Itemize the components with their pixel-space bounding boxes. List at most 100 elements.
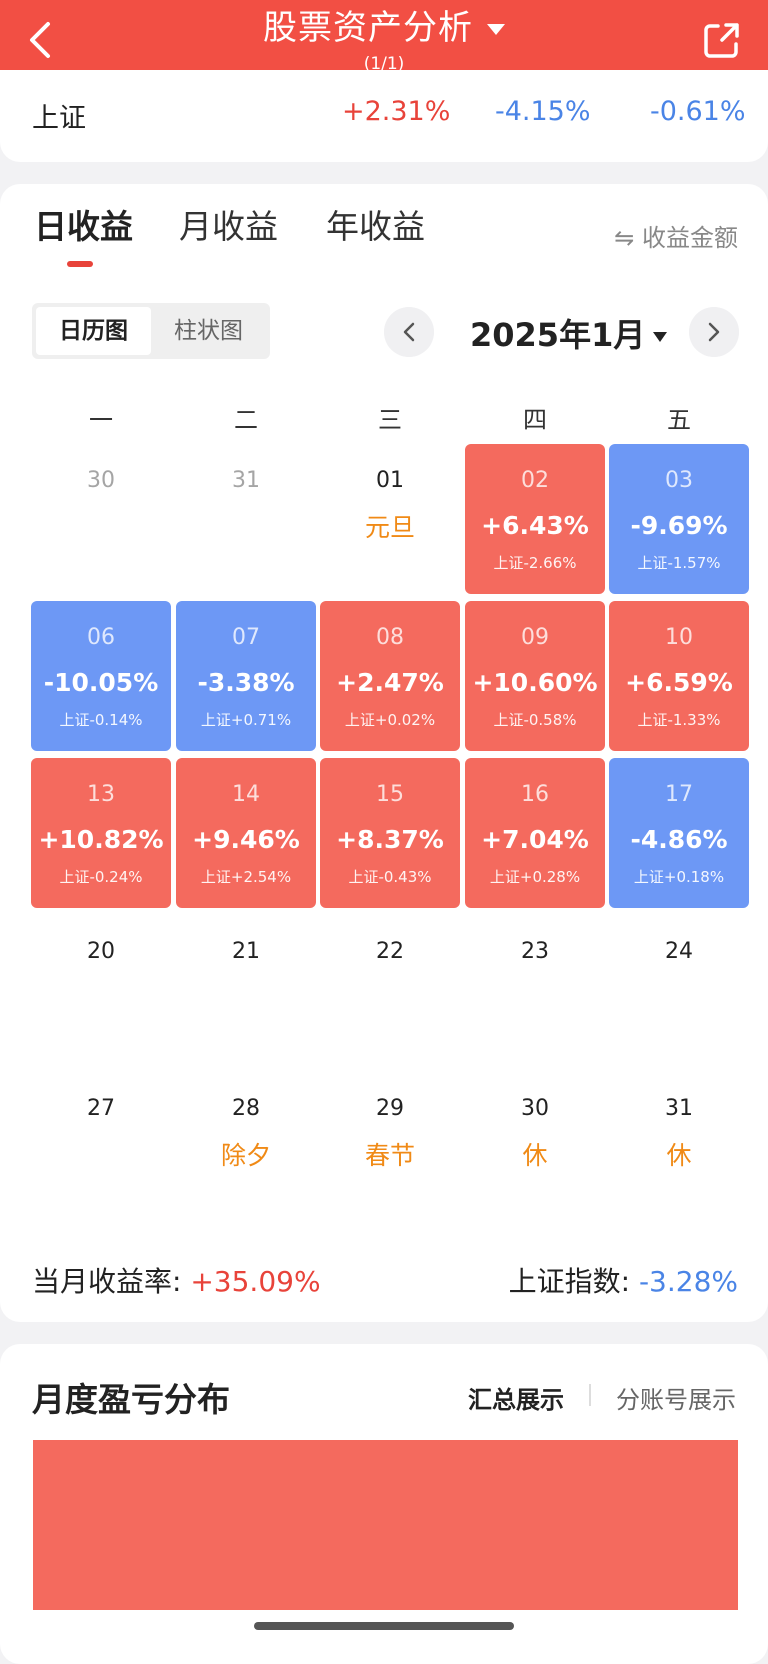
calendar-day-cell[interactable]: 13 +10.82% 上证-0.24% [31, 758, 171, 908]
calendar-day-cell[interactable]: 24 [609, 915, 749, 1065]
calendar-day-cell[interactable]: 16 +7.04% 上证+0.28% [465, 758, 605, 908]
holiday-label: 除夕 [220, 1141, 271, 1170]
day-number: 23 [521, 939, 549, 964]
tab-daily[interactable]: 日收益 [34, 207, 133, 246]
index-value-1: +2.31% [342, 96, 451, 127]
monthly-return-label: 当月收益率: [32, 1265, 182, 1298]
calendar-day-cell[interactable]: 09 +10.60% 上证-0.58% [465, 601, 605, 751]
daily-return: -10.05% [43, 668, 159, 697]
monthly-return-summary: 当月收益率: +35.09% [32, 1260, 321, 1300]
index-change: 上证+0.71% [200, 711, 292, 729]
day-number: 24 [665, 939, 693, 964]
per-account-view-option[interactable]: 分账号展示 [616, 1386, 736, 1414]
holiday-label: 元旦 [364, 513, 415, 542]
calendar-day-cell[interactable]: 27 [31, 1072, 171, 1222]
chevron-down-icon [487, 24, 505, 35]
calendar-day-cell[interactable]: 30 [31, 444, 171, 594]
next-month-button[interactable] [689, 307, 739, 357]
day-number: 16 [521, 782, 549, 807]
calendar-day-cell[interactable]: 10 +6.59% 上证-1.33% [609, 601, 749, 751]
daily-return: -9.69% [630, 511, 728, 540]
day-number: 01 [376, 468, 404, 493]
share-icon[interactable] [702, 20, 742, 60]
daily-return: +10.60% [472, 668, 598, 697]
caret-down-icon [653, 332, 668, 342]
daily-return: +6.43% [481, 511, 589, 540]
index-change: 上证-0.14% [59, 711, 143, 729]
calendar-day-cell[interactable]: 23 [465, 915, 605, 1065]
day-number: 13 [87, 782, 115, 807]
holiday-label: 春节 [364, 1141, 415, 1170]
bar-view-option[interactable]: 柱状图 [174, 318, 243, 344]
day-number: 21 [232, 939, 260, 964]
calendar-day-cell[interactable]: 17 -4.86% 上证+0.18% [609, 758, 749, 908]
calendar-day-cell[interactable]: 15 +8.37% 上证-0.43% [320, 758, 460, 908]
page-title-dropdown[interactable]: 股票资产分析 [0, 6, 768, 50]
amount-toggle[interactable]: ⇋ 收益金额 [614, 224, 738, 252]
calendar-view-option[interactable]: 日历图 [36, 307, 151, 355]
calendar-day-cell[interactable]: 22 [320, 915, 460, 1065]
aggregate-view-option[interactable]: 汇总展示 [468, 1386, 564, 1414]
index-change: 上证-1.57% [637, 554, 721, 572]
index-value-2: -4.15% [495, 96, 591, 127]
back-arrow-icon[interactable] [22, 18, 62, 62]
weekday-header: 五 [667, 406, 691, 434]
day-number: 14 [232, 782, 260, 807]
active-tab-indicator [67, 261, 93, 267]
daily-return: +2.47% [336, 668, 444, 697]
page-title: 股票资产分析 [263, 8, 473, 48]
daily-return: -4.86% [630, 825, 728, 854]
day-number: 27 [87, 1096, 115, 1121]
monthly-return-value: +35.09% [190, 1265, 321, 1298]
calendar-day-cell[interactable]: 03 -9.69% 上证-1.57% [609, 444, 749, 594]
calendar-day-cell[interactable]: 30 休 [465, 1072, 605, 1222]
calendar-day-cell[interactable]: 20 [31, 915, 171, 1065]
index-change: 上证-0.58% [493, 711, 577, 729]
index-change-summary: 上证指数: -3.28% [509, 1260, 738, 1300]
weekday-header: 二 [234, 406, 258, 434]
calendar-day-cell[interactable]: 06 -10.05% 上证-0.14% [31, 601, 171, 751]
calendar-day-cell[interactable]: 28 除夕 [176, 1072, 316, 1222]
tab-yearly[interactable]: 年收益 [326, 207, 425, 246]
calendar-day-cell[interactable]: 08 +2.47% 上证+0.02% [320, 601, 460, 751]
weekday-header: 三 [378, 406, 402, 434]
distribution-bar [33, 1440, 738, 1610]
month-selector[interactable]: 2025年1月 [470, 310, 668, 356]
day-number: 29 [376, 1096, 404, 1121]
daily-return: +9.46% [192, 825, 300, 854]
index-change: 上证+0.18% [633, 868, 725, 886]
calendar-day-cell[interactable]: 01 元旦 [320, 444, 460, 594]
day-number: 28 [232, 1096, 260, 1121]
daily-return: +6.59% [625, 668, 733, 697]
day-number: 31 [665, 1096, 693, 1121]
day-number: 07 [232, 625, 260, 650]
index-summary-card [0, 70, 768, 162]
section-title: 月度盈亏分布 [32, 1380, 230, 1419]
day-number: 17 [665, 782, 693, 807]
day-number: 20 [87, 939, 115, 964]
calendar-day-cell[interactable]: 14 +9.46% 上证+2.54% [176, 758, 316, 908]
index-change-label: 上证指数: [508, 1265, 631, 1298]
index-change: 上证-1.33% [637, 711, 721, 729]
calendar-day-cell[interactable]: 31 [176, 444, 316, 594]
daily-return: -3.38% [197, 668, 295, 697]
index-change: 上证+0.02% [344, 711, 436, 729]
calendar-day-cell[interactable]: 07 -3.38% 上证+0.71% [176, 601, 316, 751]
index-change: 上证+2.54% [200, 868, 292, 886]
day-number: 09 [521, 625, 549, 650]
index-change-value: -3.28% [638, 1265, 738, 1298]
option-divider [589, 1384, 591, 1406]
home-indicator[interactable] [254, 1622, 514, 1630]
index-change: 上证-0.24% [59, 868, 143, 886]
calendar-day-cell[interactable]: 31 休 [609, 1072, 749, 1222]
weekday-header: 一 [89, 406, 113, 434]
prev-month-button[interactable] [384, 307, 434, 357]
daily-return: +10.82% [38, 825, 164, 854]
index-value-3: -0.61% [650, 96, 746, 127]
calendar-day-cell[interactable]: 21 [176, 915, 316, 1065]
weekday-header: 四 [523, 406, 547, 434]
tab-monthly[interactable]: 月收益 [179, 207, 278, 246]
day-number: 30 [521, 1096, 549, 1121]
calendar-day-cell[interactable]: 29 春节 [320, 1072, 460, 1222]
calendar-day-cell[interactable]: 02 +6.43% 上证-2.66% [465, 444, 605, 594]
